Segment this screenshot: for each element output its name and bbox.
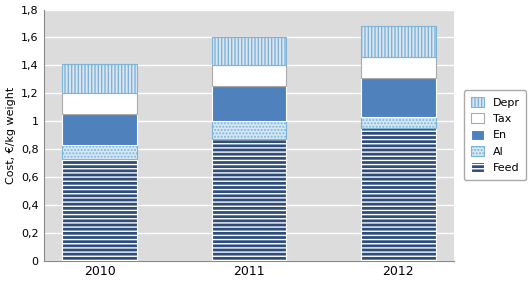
Bar <box>361 78 436 117</box>
Bar <box>361 128 436 261</box>
Bar <box>62 93 137 114</box>
Bar <box>62 145 137 159</box>
Bar <box>62 114 137 145</box>
Y-axis label: Cost, €/kg weight: Cost, €/kg weight <box>5 86 15 184</box>
Bar <box>212 86 286 121</box>
Bar <box>361 57 436 78</box>
Bar <box>212 65 286 86</box>
Bar <box>361 26 436 57</box>
Bar <box>212 121 286 139</box>
Bar <box>212 37 286 65</box>
Bar <box>212 139 286 261</box>
Legend: Depr, Tax, En, Al, Feed: Depr, Tax, En, Al, Feed <box>464 90 527 180</box>
Bar <box>361 117 436 128</box>
Bar <box>62 159 137 261</box>
Bar <box>62 64 137 93</box>
